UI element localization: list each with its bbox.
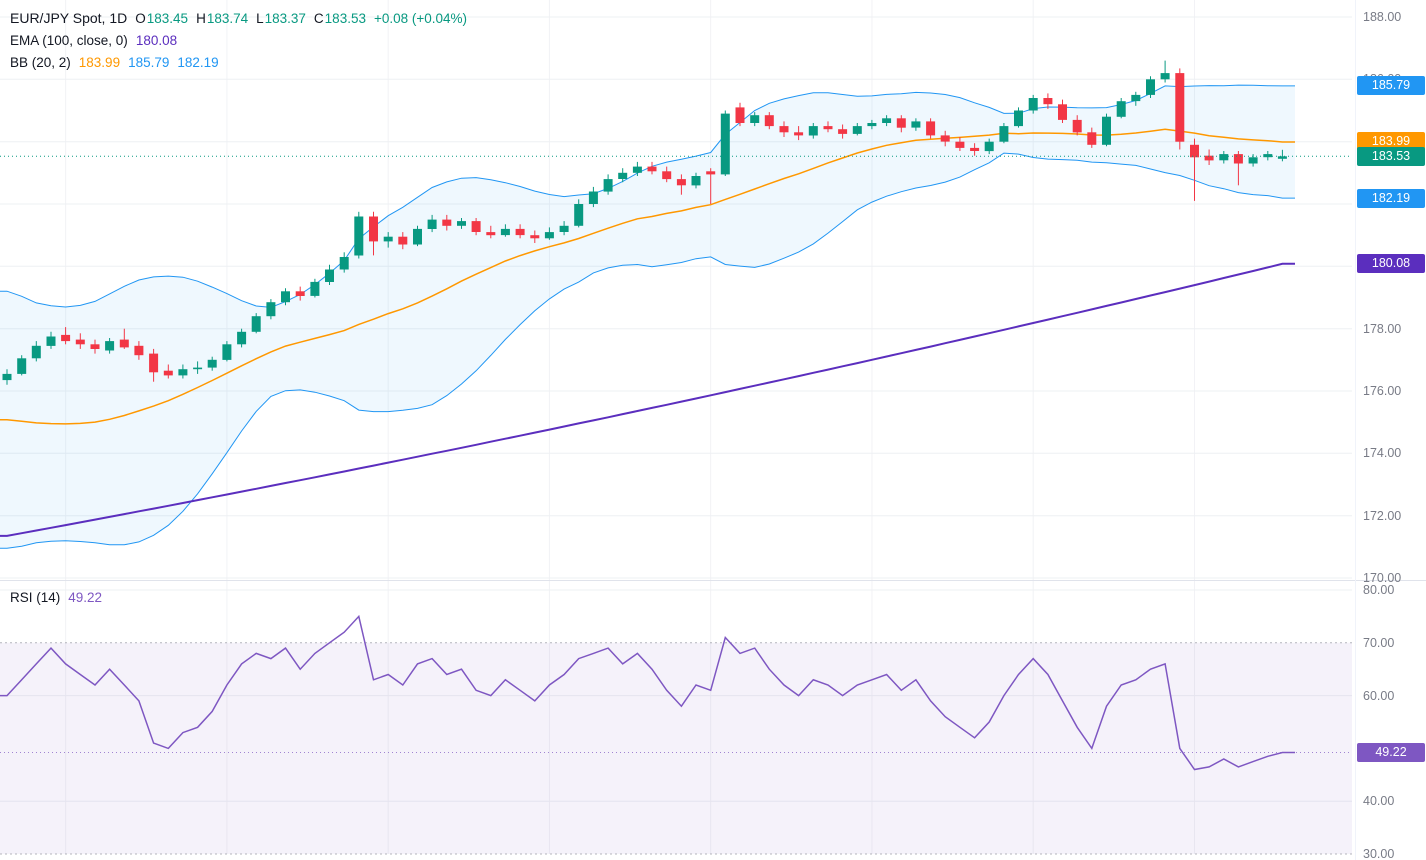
- open-value: 183.45: [146, 10, 189, 26]
- price-axis[interactable]: 188.00186.00184.00182.00180.00178.00176.…: [1355, 0, 1426, 860]
- low-label: L: [256, 10, 264, 26]
- bb-indicator-row[interactable]: BB (20, 2) 183.99 185.79 182.19: [10, 51, 467, 73]
- open-label: O: [135, 10, 146, 26]
- axis-tick-label: 40.00: [1363, 794, 1395, 809]
- axis-tick-label: 176.00: [1363, 384, 1402, 398]
- ema-label: EMA (100, close, 0): [10, 32, 128, 48]
- open-group: O 183.45: [135, 11, 188, 26]
- price-badge-182.19: 182.19: [1357, 188, 1425, 208]
- symbol-row[interactable]: EUR/JPY Spot, 1D O 183.45 H 183.74 L 183…: [10, 7, 467, 29]
- bb-lower-value: 182.19: [177, 54, 219, 70]
- rsi-value: 49.22: [68, 589, 103, 605]
- price-badge-183.53: 183.53: [1357, 146, 1425, 166]
- axis-tick-label: 60.00: [1363, 688, 1395, 703]
- price-badge-185.79: 185.79: [1357, 76, 1425, 96]
- ema-indicator-row[interactable]: EMA (100, close, 0) 180.08: [10, 29, 467, 51]
- close-value: 183.53: [324, 10, 366, 26]
- high-group: H 183.74: [196, 11, 248, 26]
- ema-value: 180.08: [135, 32, 178, 48]
- axis-tick-label: 30.00: [1363, 847, 1395, 860]
- axis-tick-label: 170.00: [1363, 571, 1402, 585]
- axis-tick-label: 178.00: [1363, 321, 1402, 336]
- high-label: H: [196, 10, 206, 26]
- low-value: 183.37: [264, 10, 306, 26]
- axis-tick-label: 70.00: [1363, 635, 1395, 650]
- rsi-label: RSI (14): [10, 589, 61, 605]
- axis-tick-label: 172.00: [1363, 508, 1402, 523]
- low-group: L 183.37: [256, 11, 306, 26]
- price-badge-49.22: 49.22: [1357, 743, 1425, 763]
- price-badge-180.08: 180.08: [1357, 254, 1425, 274]
- high-value: 183.74: [206, 10, 249, 26]
- axis-tick-label: 188.00: [1363, 10, 1402, 24]
- bb-upper-value: 185.79: [128, 54, 170, 70]
- symbol-title: EUR/JPY Spot, 1D: [10, 10, 128, 26]
- close-group: C 183.53: [314, 11, 366, 26]
- bb-basis-value: 183.99: [78, 54, 121, 70]
- price-badge-183.99: 183.99: [1357, 132, 1425, 152]
- axis-tick-label: 174.00: [1363, 446, 1402, 461]
- change-value: +0.08 (+0.04%): [373, 10, 468, 26]
- axis-tick-label: 80.00: [1363, 583, 1395, 597]
- close-label: C: [313, 10, 324, 26]
- bb-label: BB (20, 2): [10, 54, 71, 70]
- rsi-indicator-row[interactable]: RSI (14) 49.22: [10, 586, 102, 608]
- main-legend: EUR/JPY Spot, 1D O 183.45 H 183.74 L 183…: [10, 7, 467, 73]
- rsi-legend: RSI (14) 49.22: [10, 586, 102, 608]
